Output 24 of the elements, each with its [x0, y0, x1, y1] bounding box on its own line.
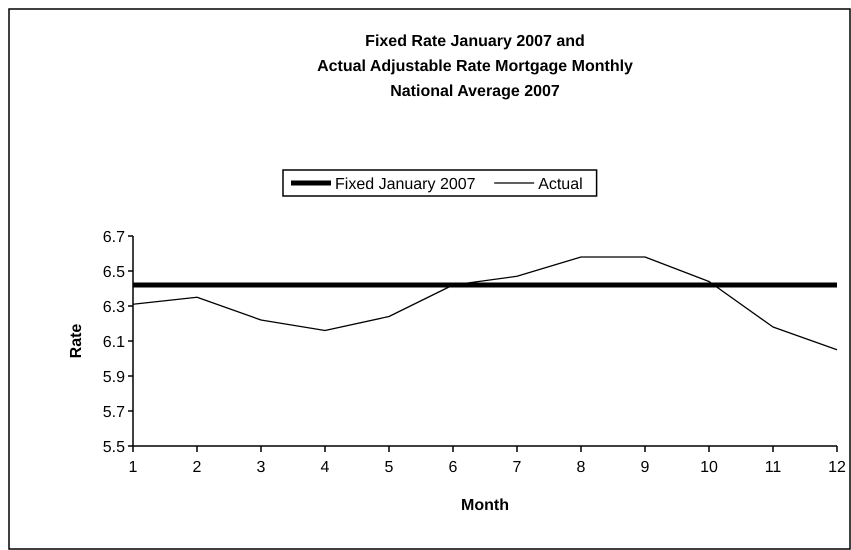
- x-axis-title: Month: [461, 497, 509, 514]
- x-tick-label: 8: [576, 459, 586, 476]
- x-tick-label: 2: [192, 459, 202, 476]
- y-tick-label: 5.7: [102, 404, 126, 421]
- x-tick-label: 4: [320, 459, 330, 476]
- x-tick-label: 5: [384, 459, 394, 476]
- y-tick-label: 6.3: [102, 299, 126, 316]
- y-tick-label: 6.5: [102, 264, 126, 281]
- legend-label: Fixed January 2007: [335, 176, 476, 193]
- x-tick-label: 6: [448, 459, 458, 476]
- y-tick-label: 5.5: [102, 439, 126, 456]
- chart-title: Fixed Rate January 2007 and Actual Adjustable Rate Mortgage Monthly National Average 2007: [317, 33, 634, 100]
- y-axis-title: Rate: [68, 324, 85, 358]
- x-tick-label: 11: [764, 459, 782, 476]
- legend-label: Actual: [538, 176, 583, 193]
- y-tick-label: 6.7: [102, 229, 126, 246]
- y-tick-label: 6.1: [102, 334, 126, 351]
- x-tick-label: 7: [512, 459, 522, 476]
- x-tick-label: 9: [640, 459, 650, 476]
- x-tick-label: 10: [700, 459, 718, 476]
- y-tick-label: 5.9: [102, 369, 126, 386]
- x-tick-label: 1: [128, 459, 138, 476]
- x-tick-label: 3: [256, 459, 266, 476]
- x-tick-label: 12: [828, 459, 846, 476]
